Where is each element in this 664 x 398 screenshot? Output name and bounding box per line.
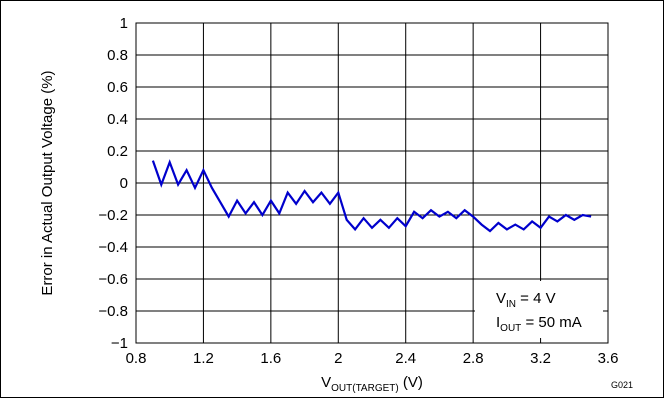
x-tick-label: 2 [334, 350, 342, 367]
y-tick-label: −0.8 [98, 303, 128, 320]
figure-code: G021 [611, 380, 633, 390]
x-tick-label: 1.2 [193, 350, 214, 367]
y-tick-label: 0 [120, 175, 128, 192]
y-tick-label: 0.8 [107, 47, 128, 64]
x-tick-label: 3.2 [530, 350, 551, 367]
y-tick-label: −1 [111, 335, 128, 352]
y-tick-label: −0.2 [98, 207, 128, 224]
y-tick-label: 0.6 [107, 79, 128, 96]
y-tick-label: −0.4 [98, 239, 128, 256]
series-group [151, 159, 592, 233]
y-tick-label: −0.6 [98, 271, 128, 288]
y-tick-label: 1 [120, 15, 128, 32]
x-tick-label: 1.6 [260, 350, 281, 367]
series-line [151, 159, 592, 233]
x-axis-label: VOUT(TARGET) (V) [321, 374, 423, 394]
y-axis-label: Error in Actual Output Voltage (%) [39, 70, 56, 295]
y-tick-label: 0.4 [107, 111, 128, 128]
y-tick-label: 0.2 [107, 143, 128, 160]
x-tick-label: 2.4 [395, 350, 416, 367]
x-tick-labels: 0.8 1.2 1.6 2 2.4 2.8 3.2 3.6 [126, 350, 619, 367]
annotation-box [475, 281, 603, 338]
x-tick-label: 0.8 [126, 350, 147, 367]
y-tick-labels: 1 0.8 0.6 0.4 0.2 0 −0.2 −0.4 −0.6 −0.8 −1 [98, 15, 128, 352]
x-tick-label: 2.8 [463, 350, 484, 367]
x-tick-label: 3.6 [598, 350, 619, 367]
grid [136, 23, 608, 343]
annotation-iout: IOUT = 50 mA [496, 314, 582, 334]
annotation-vin: VIN = 4 V [496, 290, 556, 310]
